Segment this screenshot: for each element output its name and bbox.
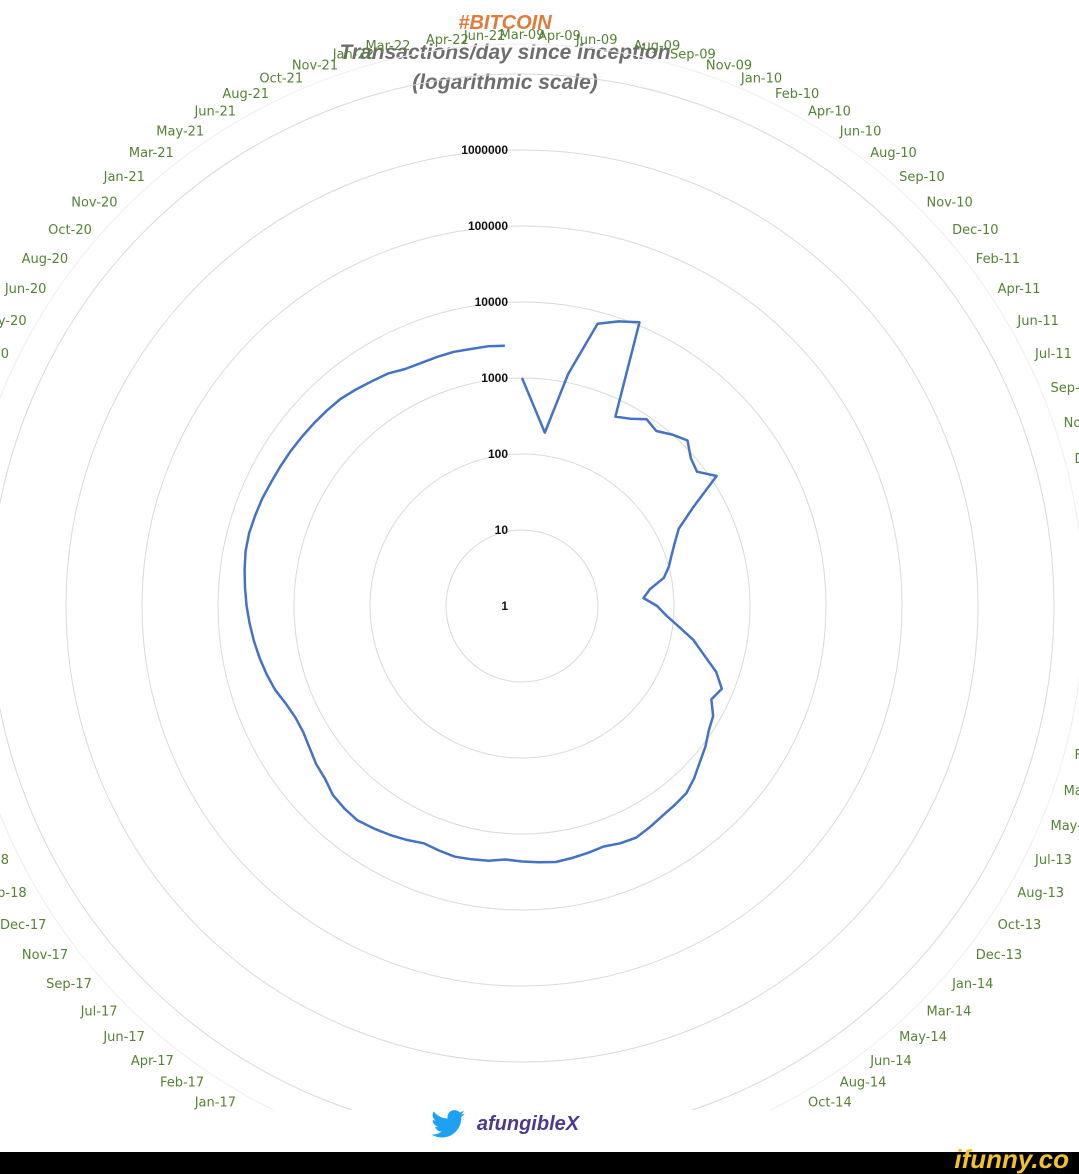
month-label: Jun-22 xyxy=(463,29,506,44)
month-label: Nov-21 xyxy=(292,58,338,73)
watermark-bar: ifunny.co xyxy=(0,1146,1079,1174)
month-label: Oct-21 xyxy=(259,72,303,87)
month-label: May-14 xyxy=(899,1030,947,1045)
month-label: Mar-20 xyxy=(0,347,9,362)
month-label: Feb-18 xyxy=(0,886,27,901)
month-label: Aug-20 xyxy=(22,252,69,267)
outer-ring xyxy=(0,43,1079,1110)
month-label: Jul-17 xyxy=(80,1005,118,1020)
month-label: Feb-10 xyxy=(775,87,819,102)
r-tick-label: 1000000 xyxy=(461,143,508,157)
month-label: Jun-10 xyxy=(839,124,882,139)
grid-ring xyxy=(293,377,751,835)
month-label: Nov-17 xyxy=(22,948,68,963)
month-label: Oct-13 xyxy=(998,918,1042,933)
month-label: Jul-11 xyxy=(1034,347,1072,362)
month-label: Mar-21 xyxy=(129,146,174,161)
month-label: Nov-20 xyxy=(71,196,117,211)
month-label: Jun-11 xyxy=(1016,314,1059,329)
month-label: Jun-17 xyxy=(102,1030,145,1045)
month-label: Apr-22 xyxy=(426,33,469,48)
month-label: Feb-13 xyxy=(1075,748,1079,763)
month-label: Sep-17 xyxy=(46,977,92,992)
r-tick-label: 100 xyxy=(488,447,508,461)
month-label: Dec-17 xyxy=(0,918,46,933)
month-label: Dec-11 xyxy=(1075,452,1079,467)
grid-ring xyxy=(65,149,979,1063)
grid-ring xyxy=(217,301,827,911)
month-label: Jun-21 xyxy=(193,105,236,120)
hashtag-title: #BITCOIN xyxy=(458,12,552,34)
ifunny-watermark: ifunny.co xyxy=(954,1144,1069,1174)
month-label: Aug-21 xyxy=(222,87,269,102)
month-label: Jun-09 xyxy=(575,33,618,48)
month-label: Jul-13 xyxy=(1034,853,1072,868)
month-label: Nov-11 xyxy=(1064,416,1079,431)
month-label: Aug-09 xyxy=(634,39,681,54)
month-label: Aug-10 xyxy=(870,146,917,161)
radar-chart: 1 10 100 1000 10000 100000 1000000 Mar-09Apr-09… xyxy=(0,28,1079,1110)
month-label: Apr-10 xyxy=(808,105,851,120)
r-tick-label: 1 xyxy=(501,599,508,613)
month-label: Apr-11 xyxy=(998,282,1041,297)
month-label: Jun-20 xyxy=(4,282,47,297)
month-label: Nov-09 xyxy=(706,58,752,73)
month-label: Oct-20 xyxy=(48,223,92,238)
month-label: Dec-13 xyxy=(976,948,1022,963)
month-label: Oct-14 xyxy=(808,1095,852,1110)
month-label: Jan-10 xyxy=(740,72,782,87)
month-label: Jan-17 xyxy=(194,1095,236,1110)
month-label: Apr-09 xyxy=(538,29,581,44)
twitter-bird-icon xyxy=(431,1110,465,1138)
r-tick-label: 100000 xyxy=(468,219,508,233)
month-label: Nov-10 xyxy=(927,196,973,211)
grid-ring xyxy=(445,529,599,683)
month-label: May-20 xyxy=(0,314,27,329)
month-label: Dec-10 xyxy=(952,223,998,238)
author-handle: afungibleX xyxy=(476,1112,580,1135)
month-label: Aug-13 xyxy=(1017,886,1064,901)
grid-ring xyxy=(0,73,1055,1110)
month-label: Mar-13 xyxy=(1064,784,1079,799)
chart-subtitle: Transactions/day since inception xyxy=(339,41,671,64)
month-label: Mar-09 xyxy=(500,28,545,43)
grid-ring xyxy=(369,453,675,759)
month-label: Jan-22 xyxy=(332,48,374,63)
month-label: Jan-21 xyxy=(103,170,145,185)
month-label: Mar-14 xyxy=(927,1005,972,1020)
month-label: Apr-18 xyxy=(0,853,9,868)
month-label: Sep-10 xyxy=(899,170,945,185)
month-label: Jun-14 xyxy=(869,1054,912,1069)
month-label: Sep-09 xyxy=(670,48,716,63)
month-label: Sep-11 xyxy=(1051,381,1079,396)
r-tick-label: 10 xyxy=(495,523,509,537)
month-label: Aug-14 xyxy=(840,1076,887,1091)
series-line-transactions xyxy=(243,320,724,864)
chart-scale-note: (logarithmic scale) xyxy=(412,71,598,94)
month-label: Feb-17 xyxy=(160,1076,204,1091)
r-tick-label: 1000 xyxy=(481,371,508,385)
chart-title-block: #BITCOIN Transactions/day since inceptio… xyxy=(0,8,1010,98)
r-tick-label: 10000 xyxy=(475,295,509,309)
month-label: Apr-17 xyxy=(131,1054,174,1069)
grid-ring xyxy=(141,225,903,987)
month-label: May-21 xyxy=(156,124,204,139)
month-label: May-13 xyxy=(1051,819,1079,834)
month-label: Mar-22 xyxy=(365,39,410,54)
month-label: Feb-11 xyxy=(976,252,1020,267)
footer: afungibleX xyxy=(0,1110,1010,1138)
month-label: Jan-14 xyxy=(951,977,993,992)
